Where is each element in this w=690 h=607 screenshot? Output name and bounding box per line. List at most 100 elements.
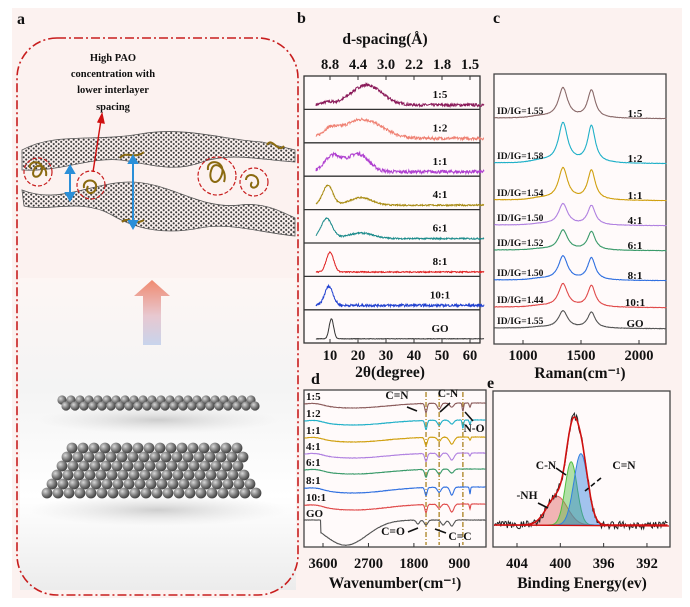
raman-series-line bbox=[493, 86, 667, 120]
atom-sphere bbox=[204, 451, 216, 463]
atom-sphere bbox=[184, 487, 196, 499]
atom-sphere bbox=[155, 460, 167, 472]
panel-label-a: a bbox=[17, 11, 25, 28]
atom-sphere bbox=[83, 451, 95, 463]
atom-sphere bbox=[41, 487, 53, 499]
label-leader bbox=[584, 477, 602, 492]
atom-sphere bbox=[140, 487, 152, 499]
atom-sphere bbox=[142, 401, 152, 411]
atom-sphere bbox=[134, 478, 146, 490]
x-tick-label: 1800 bbox=[399, 556, 428, 572]
atom-sphere bbox=[115, 401, 125, 411]
atom-sphere bbox=[110, 442, 122, 454]
series-label: 8:1 bbox=[628, 270, 643, 282]
sheet-shadow bbox=[38, 406, 278, 434]
ftir-series-line bbox=[304, 452, 486, 463]
raman-series-line bbox=[493, 121, 667, 165]
top-tick-label: 3.0 bbox=[377, 57, 395, 73]
atom-sphere bbox=[96, 487, 108, 499]
atom-sphere bbox=[177, 460, 189, 472]
x-tick-label: 900 bbox=[448, 556, 470, 572]
ftir-chart: d 1:5 1:2 1:1 4:1 6:1 8:1 10:1 GO C=N C-N N-O C=O C=C… bbox=[303, 371, 487, 592]
series-label: 6:1 bbox=[628, 240, 643, 252]
x-tick-label: 10 bbox=[323, 348, 338, 364]
atom-sphere bbox=[106, 401, 116, 411]
atom-sphere bbox=[187, 401, 197, 411]
series-label: 1:1 bbox=[628, 190, 643, 202]
raman-series-line bbox=[494, 254, 667, 282]
atom-sphere bbox=[123, 478, 135, 490]
atom-sphere bbox=[151, 401, 161, 411]
atom-sphere bbox=[200, 478, 212, 490]
atom-sphere bbox=[117, 469, 129, 481]
atom-sphere bbox=[144, 460, 156, 472]
atom-sphere bbox=[199, 460, 211, 472]
atom-sphere bbox=[56, 460, 68, 472]
component-label: C=N bbox=[612, 460, 636, 472]
atom-sphere bbox=[182, 451, 194, 463]
xrd-series-line bbox=[315, 150, 485, 176]
series-label: 10:1 bbox=[430, 289, 450, 301]
raman-series-line bbox=[494, 229, 667, 252]
atom-sphere bbox=[187, 442, 199, 454]
atom-sphere bbox=[84, 469, 96, 481]
series-label: 10:1 bbox=[306, 492, 326, 504]
atom-sphere bbox=[220, 442, 232, 454]
band-annotation: C=C bbox=[448, 531, 471, 543]
atom-sphere bbox=[63, 487, 75, 499]
atom-sphere bbox=[95, 469, 107, 481]
x-axis-label: Binding Energy(ev) bbox=[517, 575, 647, 592]
series-label: GO bbox=[626, 318, 644, 330]
x-tick-label: 2700 bbox=[354, 556, 383, 572]
atom-sphere bbox=[46, 478, 58, 490]
xrd-series-line bbox=[315, 184, 485, 208]
annotation-line: spacing bbox=[96, 102, 131, 113]
component-label: -NH bbox=[516, 490, 537, 502]
plot-frame bbox=[492, 390, 671, 548]
band-annotation: C-N bbox=[438, 388, 459, 400]
atom-sphere bbox=[107, 487, 119, 499]
atom-sphere bbox=[51, 469, 63, 481]
atom-sphere bbox=[215, 451, 227, 463]
atom-sphere bbox=[205, 469, 217, 481]
atom-sphere bbox=[118, 487, 130, 499]
band-annotation: C=O bbox=[381, 526, 405, 538]
atom-sphere bbox=[85, 487, 97, 499]
atom-sphere bbox=[124, 401, 134, 411]
atom-sphere bbox=[166, 460, 178, 472]
atom-sphere bbox=[88, 442, 100, 454]
series-label: 4:1 bbox=[306, 441, 321, 453]
atom-sphere bbox=[145, 478, 157, 490]
series-label: 10:1 bbox=[625, 297, 645, 309]
atom-sphere bbox=[78, 460, 90, 472]
annotation-arrow bbox=[406, 406, 418, 412]
top-axis-title: d-spacing(Å) bbox=[342, 31, 427, 48]
atom-sphere bbox=[223, 401, 233, 411]
atom-sphere bbox=[90, 478, 102, 490]
id-ig-ratio-label: ID/IG=1.50 bbox=[497, 214, 544, 224]
atom-sphere bbox=[231, 442, 243, 454]
series-label: 1:5 bbox=[433, 89, 448, 101]
x-tick-label: 2000 bbox=[625, 348, 654, 364]
series-label: 6:1 bbox=[306, 457, 321, 469]
id-ig-ratio-label: ID/IG=1.44 bbox=[497, 296, 544, 306]
atom-sphere bbox=[133, 401, 143, 411]
panel-label-b: b bbox=[297, 10, 306, 27]
fit-component-peak bbox=[547, 461, 595, 526]
x-tick-label: 60 bbox=[463, 348, 478, 364]
x-tick-label: 50 bbox=[435, 348, 450, 364]
atom-sphere bbox=[250, 401, 260, 411]
series-label: 8:1 bbox=[433, 256, 448, 268]
atom-sphere bbox=[205, 401, 215, 411]
atom-sphere bbox=[241, 401, 251, 411]
atom-sphere bbox=[106, 469, 118, 481]
annotation-line: High PAO bbox=[90, 53, 136, 64]
atom-sphere bbox=[88, 401, 98, 411]
atom-sphere bbox=[94, 451, 106, 463]
envelope-fit-line bbox=[494, 416, 668, 526]
atom-sphere bbox=[178, 401, 188, 411]
component-label: C-N bbox=[536, 460, 557, 472]
atom-sphere bbox=[221, 460, 233, 472]
series-label: 1:2 bbox=[628, 153, 643, 165]
